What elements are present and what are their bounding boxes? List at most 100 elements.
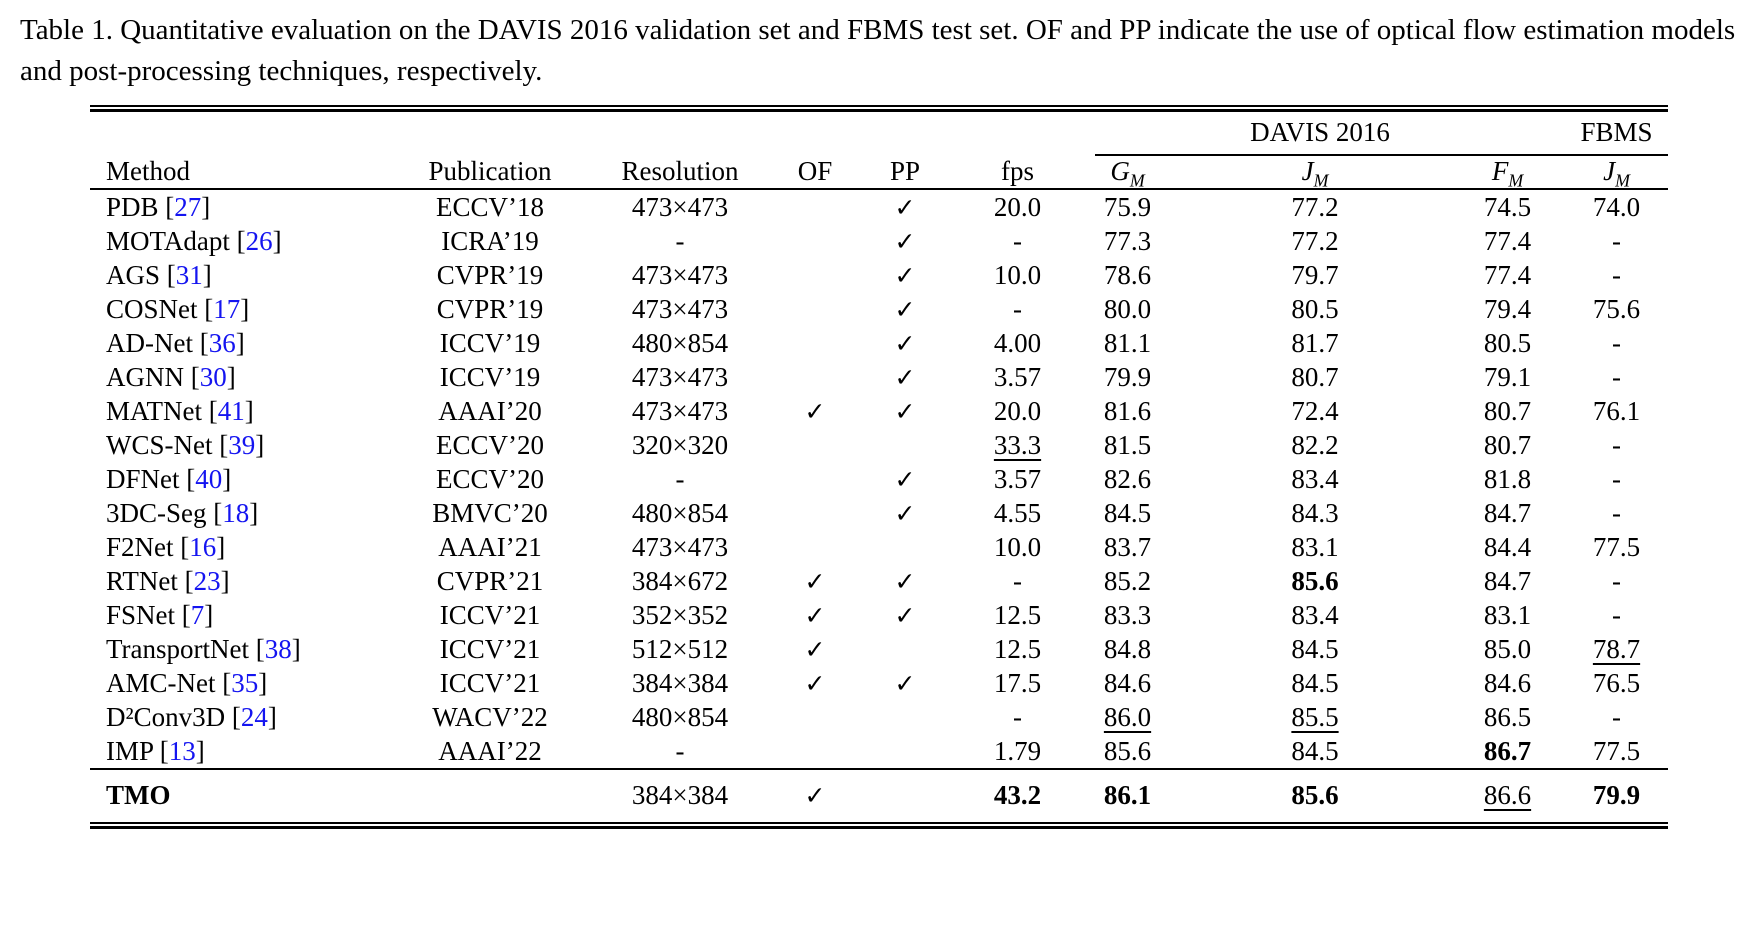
cell-text: 20.0 — [993, 192, 1042, 222]
citation-ref[interactable]: 30 — [199, 362, 227, 392]
cell-davis-f: 84.7 — [1450, 496, 1565, 531]
cell-davis-g: 84.5 — [1075, 496, 1180, 531]
cell-text: IMP — [106, 736, 154, 766]
table-row-imp: IMP [13] AAAI’22 - 1.79 85.6 84.5 86.7 77.5 — [90, 734, 1668, 768]
citation-ref[interactable]: 27 — [174, 192, 202, 222]
cell-method: WCS-Net [39] — [106, 430, 265, 460]
cell-text: - — [1013, 226, 1022, 256]
cell-davis-g: 84.6 — [1075, 666, 1180, 701]
cell-text: 77.5 — [1592, 532, 1641, 562]
cell-of — [780, 190, 850, 225]
cell-fbms-j: 74.0 — [1565, 190, 1668, 225]
citation-ref[interactable]: 17 — [213, 294, 241, 324]
cell-davis-f: 86.7 — [1450, 734, 1565, 768]
cell-resolution: 480×854 — [580, 496, 780, 531]
cell-davis-g: 81.6 — [1075, 394, 1180, 429]
citation-ref[interactable]: 38 — [264, 634, 292, 664]
check-icon: ✓ — [894, 669, 916, 698]
cell-method: F2Net [16] — [106, 532, 226, 562]
cell-publication: ICCV’21 — [400, 666, 580, 701]
cell-resolution: 320×320 — [580, 428, 780, 462]
cell-method: AGNN [30] — [106, 362, 236, 392]
cell-text: 3.57 — [993, 464, 1042, 494]
table-row-f2net: F2Net [16] AAAI’21 473×473 10.0 83.7 83.1 84.4… — [90, 530, 1668, 564]
cell-text: 86.1 — [1103, 780, 1152, 810]
citation-ref[interactable]: 16 — [189, 532, 217, 562]
cell-fps: - — [960, 700, 1075, 734]
citation-ref[interactable]: 40 — [195, 464, 223, 494]
cell-davis-f: 85.0 — [1450, 632, 1565, 667]
cell-of — [780, 530, 850, 564]
cell-text: 384×672 — [631, 566, 729, 596]
cell-text: 74.0 — [1592, 192, 1641, 222]
cell-text: 80.5 — [1483, 328, 1532, 358]
cell-method: D²Conv3D [24] — [106, 702, 277, 732]
citation-ref[interactable]: 24 — [240, 702, 268, 732]
cell-text: 480×854 — [631, 498, 729, 528]
citation-ref[interactable]: 39 — [228, 430, 256, 460]
cell-davis-g: 79.9 — [1075, 360, 1180, 395]
cell-text: - — [1612, 328, 1621, 358]
cell-method: AD-Net [36] — [106, 328, 245, 358]
cell-text: 10.0 — [993, 260, 1042, 290]
table-row-fsnet: FSNet [7] ICCV’21 352×352 ✓ ✓ 12.5 83.3 83.4 83.… — [90, 598, 1668, 632]
citation-ref[interactable]: 36 — [208, 328, 236, 358]
citation-ref[interactable]: 13 — [168, 736, 196, 766]
cell-text: 86.5 — [1483, 702, 1532, 732]
cell-davis-f: 84.7 — [1450, 564, 1565, 599]
cell-resolution: 512×512 — [580, 632, 780, 667]
cell-fbms-j: - — [1565, 326, 1668, 361]
cell-text: 85.5 — [1291, 702, 1339, 732]
cell-method: AMC-Net [35] — [106, 668, 268, 698]
cell-publication: AAAI’20 — [400, 394, 580, 429]
cell-fbms-j: 76.1 — [1565, 394, 1668, 429]
cell-text: AD-Net — [106, 328, 193, 358]
cell-text: - — [1612, 498, 1621, 528]
citation-ref[interactable]: 18 — [222, 498, 250, 528]
check-icon: ✓ — [894, 329, 916, 358]
cell-resolution: 384×384 — [580, 666, 780, 701]
cell-text: 84.5 — [1291, 668, 1339, 698]
cell-text: AAAI’20 — [438, 396, 542, 426]
metric-letter: J — [1301, 156, 1314, 186]
citation-ref[interactable]: 41 — [217, 396, 245, 426]
cell-text: ECCV’20 — [436, 464, 544, 494]
cell-text: RTNet — [106, 566, 178, 596]
cell-text: - — [675, 736, 685, 766]
cell-davis-g: 80.0 — [1075, 292, 1180, 327]
cell-text: 80.7 — [1483, 396, 1532, 426]
cell-davis-f: 86.5 — [1450, 700, 1565, 734]
cell-text: 84.6 — [1483, 668, 1532, 698]
cell-text: 473×473 — [631, 532, 729, 562]
cell-fps: 20.0 — [960, 190, 1075, 225]
cell-of: ✓ — [780, 394, 850, 429]
cell-fps: 4.55 — [960, 496, 1075, 531]
cell-fbms-j: - — [1565, 224, 1668, 259]
citation-ref[interactable]: 31 — [175, 260, 203, 290]
cell-davis-f: 77.4 — [1450, 224, 1565, 259]
cell-text: 85.6 — [1103, 736, 1152, 766]
cell-text: ICRA’19 — [441, 226, 539, 256]
cell-resolution: 480×854 — [580, 700, 780, 734]
cell-fbms-j: - — [1565, 258, 1668, 293]
cell-text: 85.2 — [1103, 566, 1152, 596]
cell-of: ✓ — [780, 770, 850, 822]
cell-pp — [850, 734, 960, 768]
cell-text: AGNN — [106, 362, 184, 392]
cell-text: CVPR’19 — [436, 294, 544, 324]
cell-text: DFNet — [106, 464, 180, 494]
cell-resolution: 473×473 — [580, 292, 780, 327]
cell-text: - — [1612, 566, 1621, 596]
cell-publication: AAAI’21 — [400, 530, 580, 564]
cell-of: ✓ — [780, 632, 850, 667]
cell-pp: ✓ — [850, 292, 960, 327]
citation-ref[interactable]: 35 — [231, 668, 259, 698]
cell-pp: ✓ — [850, 598, 960, 633]
citation-ref[interactable]: 23 — [193, 566, 221, 596]
citation-ref[interactable]: 26 — [245, 226, 273, 256]
citation-ref[interactable]: 7 — [190, 600, 205, 630]
col-header-publication: Publication — [428, 156, 552, 186]
cell-fps: 10.0 — [960, 530, 1075, 564]
check-icon: ✓ — [894, 397, 916, 426]
group-header-fbms: FBMS — [1580, 117, 1653, 147]
